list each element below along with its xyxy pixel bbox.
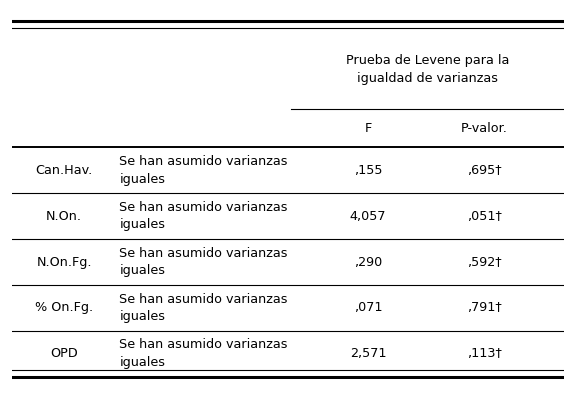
- Text: ,592†: ,592†: [467, 256, 502, 269]
- Text: ,071: ,071: [354, 301, 382, 314]
- Text: 2,571: 2,571: [350, 347, 386, 360]
- Text: ,695†: ,695†: [467, 164, 502, 177]
- Text: Se han asumido varianzas
iguales: Se han asumido varianzas iguales: [119, 247, 288, 277]
- Text: 4,057: 4,057: [350, 210, 386, 223]
- Text: N.On.Fg.: N.On.Fg.: [36, 256, 92, 269]
- Text: ,051†: ,051†: [467, 210, 502, 223]
- Text: ,791†: ,791†: [467, 301, 502, 314]
- Text: Se han asumido varianzas
iguales: Se han asumido varianzas iguales: [119, 155, 288, 185]
- Text: ,290: ,290: [354, 256, 382, 269]
- Text: % On.Fg.: % On.Fg.: [35, 301, 93, 314]
- Text: Se han asumido varianzas
iguales: Se han asumido varianzas iguales: [119, 338, 288, 369]
- Text: Can.Hav.: Can.Hav.: [36, 164, 93, 177]
- Text: Prueba de Levene para la
igualdad de varianzas: Prueba de Levene para la igualdad de var…: [346, 54, 509, 85]
- Text: N.On.: N.On.: [46, 210, 82, 223]
- Text: F: F: [365, 122, 372, 135]
- Text: Se han asumido varianzas
iguales: Se han asumido varianzas iguales: [119, 201, 288, 232]
- Text: Se han asumido varianzas
iguales: Se han asumido varianzas iguales: [119, 293, 288, 323]
- Text: P-valor.: P-valor.: [461, 122, 507, 135]
- Text: ,113†: ,113†: [467, 347, 502, 360]
- Text: OPD: OPD: [50, 347, 78, 360]
- Text: ,155: ,155: [354, 164, 382, 177]
